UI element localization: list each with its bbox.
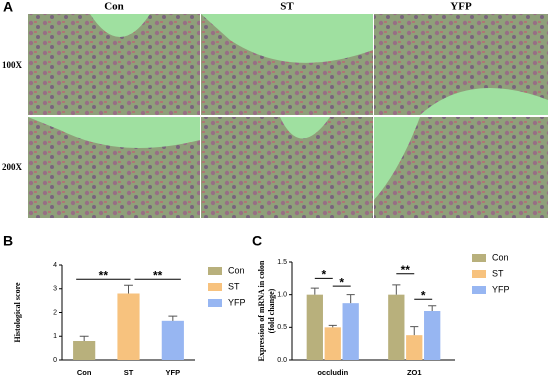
significance-label: ** (153, 268, 163, 282)
error-bar (392, 284, 401, 295)
column-label: YFP (450, 1, 472, 13)
bar (424, 311, 441, 360)
y-tick-label: 1 (53, 333, 57, 340)
error-bar (346, 294, 355, 304)
lumen (374, 117, 420, 200)
lumen (420, 88, 548, 115)
x-tick-label: ZO1 (407, 368, 422, 377)
lumen (280, 117, 330, 139)
legend-swatch (472, 254, 486, 262)
significance-label: * (339, 275, 344, 289)
y-tick-label: 1.0 (277, 292, 287, 299)
bar (388, 294, 405, 360)
panel-label: C (252, 233, 262, 249)
error-bar (410, 326, 419, 336)
error-bar (79, 335, 89, 341)
bar (117, 293, 140, 360)
y-tick-label: 0 (53, 357, 57, 364)
significance-label: * (421, 288, 426, 302)
error-bar (428, 305, 437, 311)
legend-swatch (208, 283, 222, 291)
y-tick-label: 0.0 (277, 357, 287, 364)
legend-swatch (472, 286, 486, 294)
legend-swatch (472, 270, 486, 278)
bar (73, 341, 96, 360)
x-tick-label: ST (124, 368, 134, 377)
significance-label: * (321, 268, 326, 282)
legend-label: ST (228, 281, 240, 291)
y-axis-label: (fold change) (267, 288, 276, 333)
y-tick-label: 0.5 (277, 324, 287, 331)
y-tick-label: 2 (53, 309, 57, 316)
lumen (28, 117, 200, 148)
column-label: ST (280, 1, 294, 13)
error-bar (124, 284, 133, 294)
column-label: Con (104, 1, 124, 13)
legend-swatch (208, 299, 222, 307)
legend-label: YFP (228, 297, 246, 307)
x-tick-label: YFP (166, 368, 181, 377)
bar (161, 320, 184, 360)
error-bar (328, 324, 337, 328)
bar (306, 294, 323, 360)
legend-label: YFP (492, 284, 510, 294)
error-bar (168, 315, 178, 321)
legend-label: Con (228, 265, 245, 275)
row-label: 100X (2, 60, 23, 70)
y-tick-label: 4 (53, 262, 57, 269)
x-tick-label: Con (77, 368, 92, 377)
bar (342, 303, 359, 360)
histology-grid (28, 14, 548, 218)
legend-swatch (208, 267, 222, 275)
legend-label: Con (492, 252, 509, 262)
significance-label: ** (99, 268, 109, 282)
lumen (201, 14, 373, 63)
y-tick-label: 1.5 (277, 259, 287, 266)
x-tick-label: occludin (317, 368, 348, 377)
panel-label: B (3, 233, 13, 249)
lumen (28, 14, 150, 37)
image (201, 117, 373, 218)
bar (324, 327, 341, 360)
y-axis-label: Histological score (13, 282, 22, 343)
y-axis-label: Expression of mRNA in colon (257, 260, 266, 361)
bar (406, 335, 423, 360)
panel-label: A (3, 0, 13, 15)
significance-label: ** (401, 263, 411, 277)
error-bar (310, 287, 319, 295)
row-label: 200X (2, 162, 23, 172)
y-tick-label: 3 (53, 286, 57, 293)
legend-label: ST (492, 268, 504, 278)
